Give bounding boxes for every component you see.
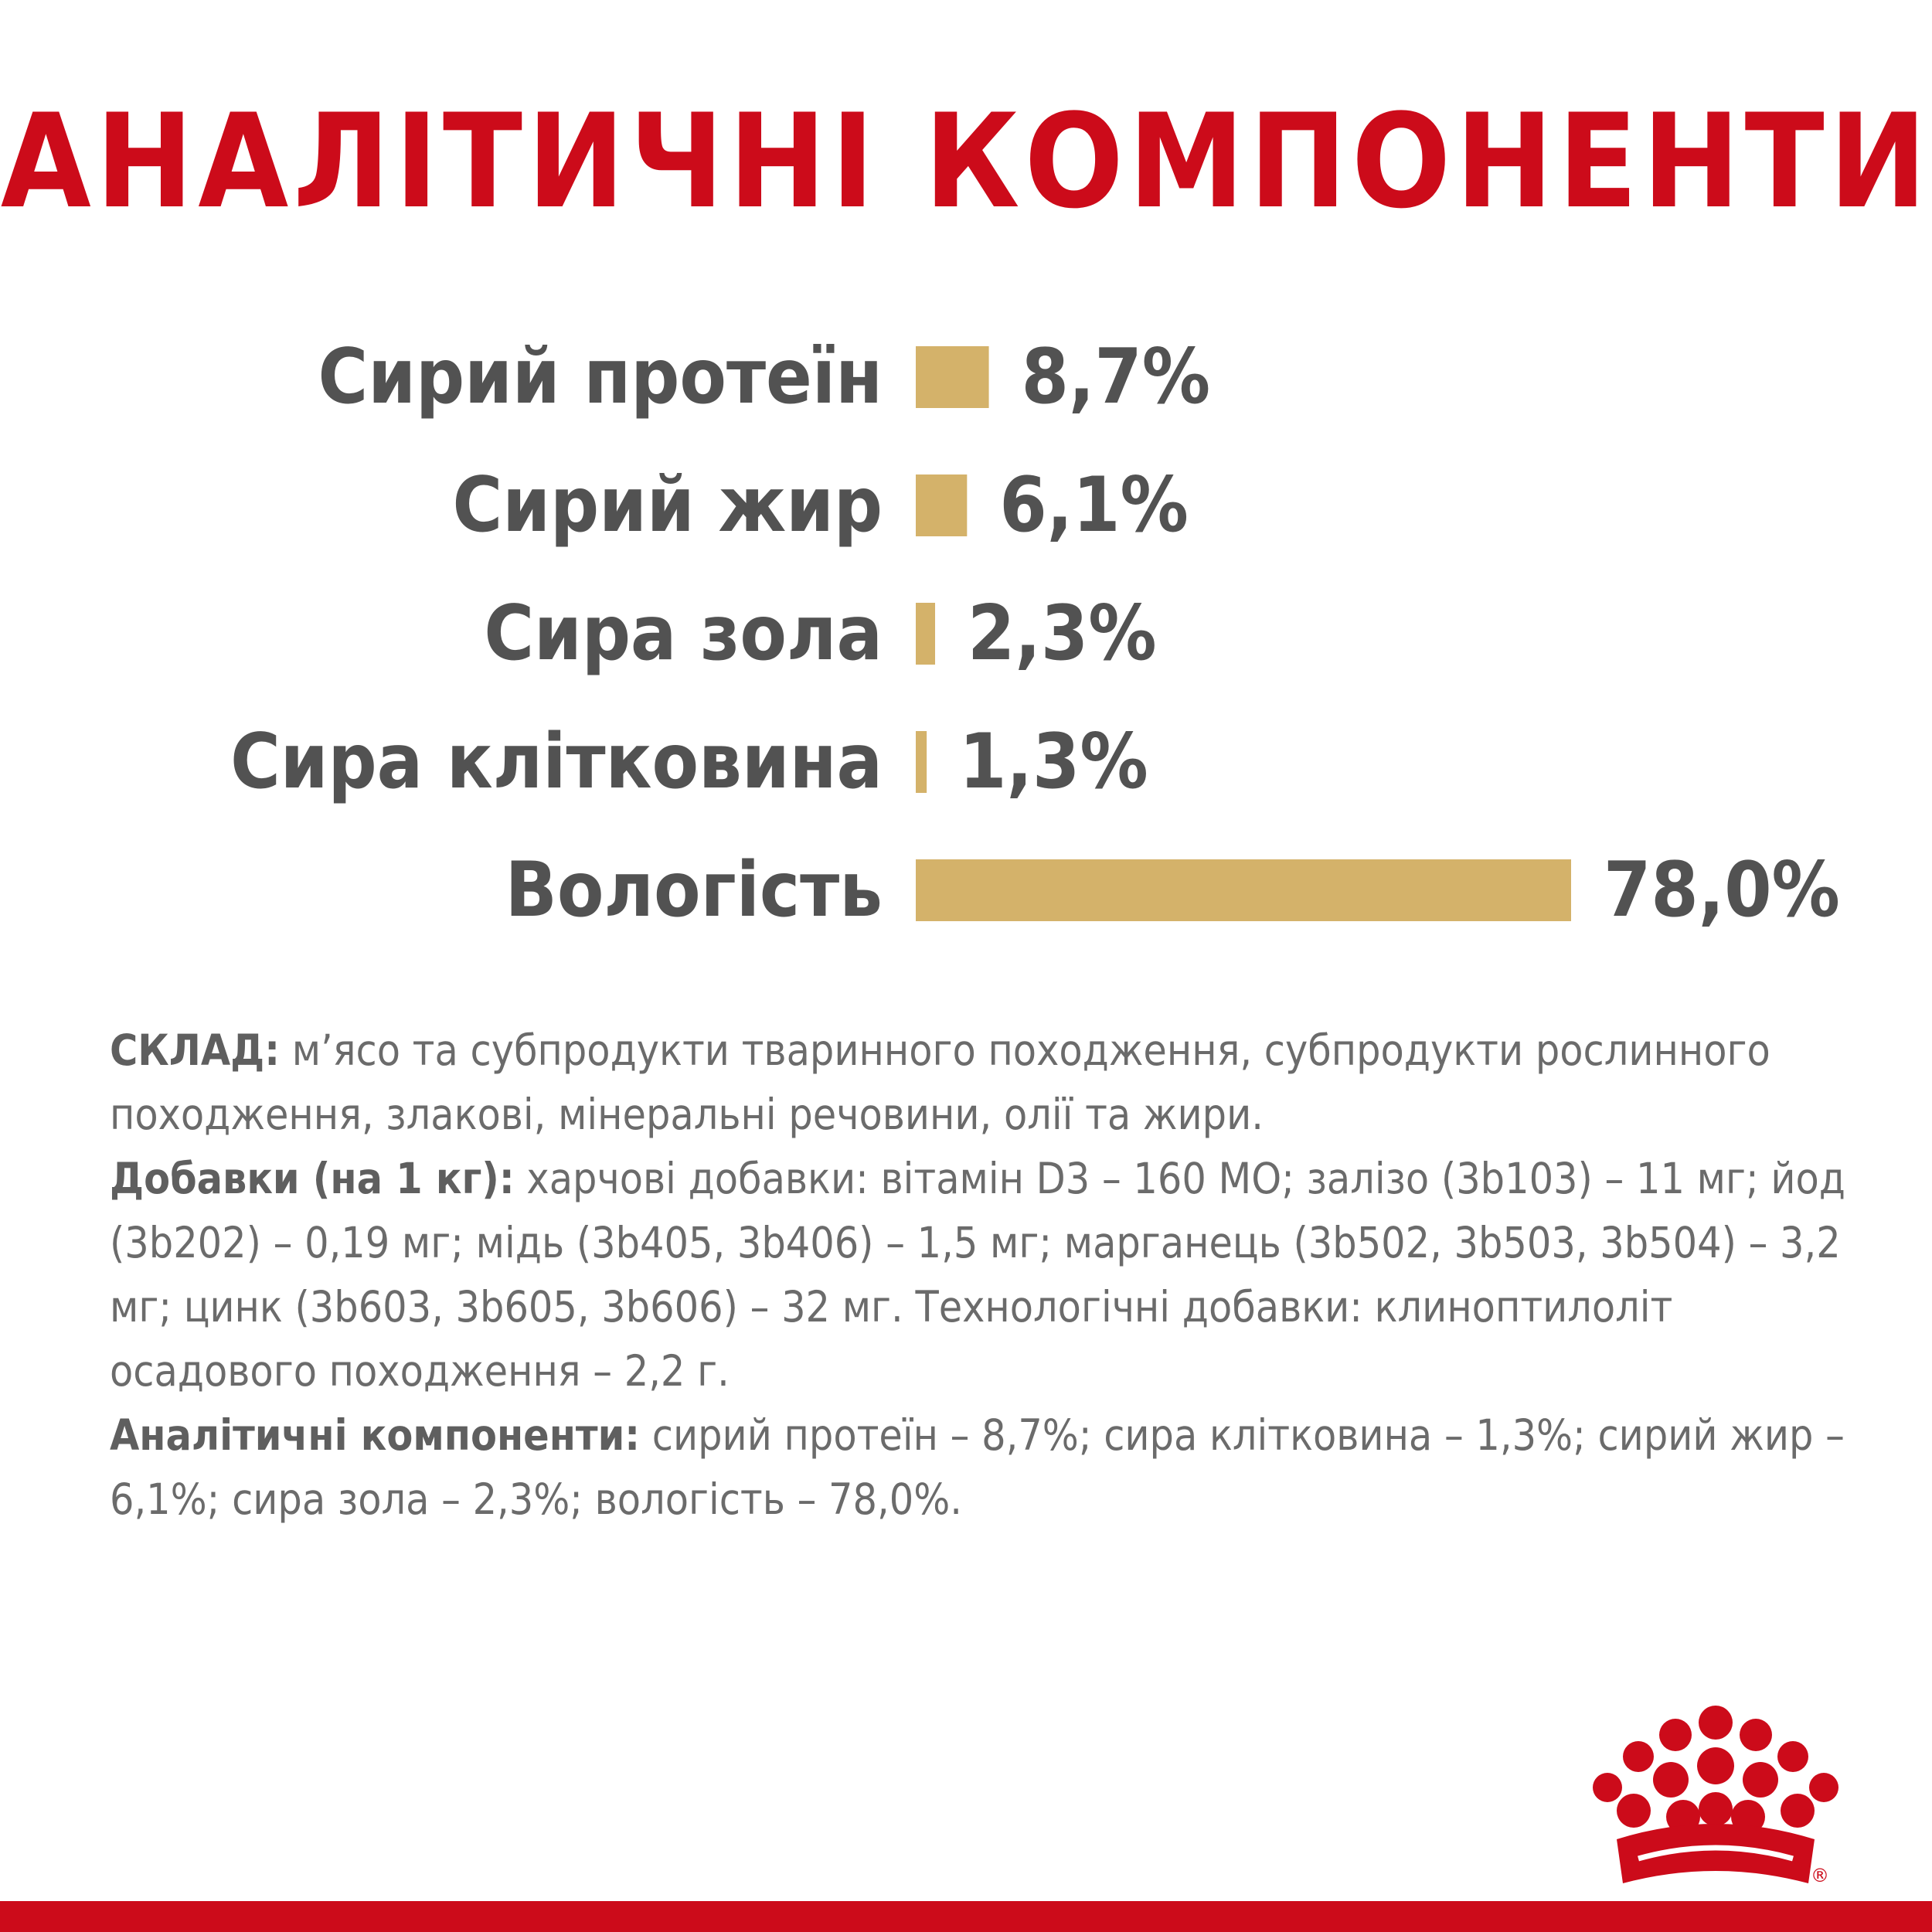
logo-dot bbox=[1697, 1747, 1734, 1784]
additives-label: Добавки (на 1 кг): bbox=[110, 1154, 515, 1203]
value-label: 2,3% bbox=[968, 590, 1157, 678]
logo-dot bbox=[1743, 1762, 1778, 1798]
bar bbox=[916, 603, 936, 665]
value-label: 1,3% bbox=[959, 718, 1148, 806]
logo-dot bbox=[1653, 1762, 1689, 1798]
bar bbox=[916, 346, 989, 408]
logo-dot bbox=[1781, 1794, 1815, 1828]
registered-mark: ® bbox=[1811, 1865, 1829, 1886]
category-label: Сирий протеїн bbox=[318, 333, 883, 421]
bar bbox=[916, 474, 968, 536]
category-label: Сирий жир bbox=[453, 461, 883, 549]
analytic-components-chart: Сирий протеїн 8,7% Сирий жир 6,1% Сира зола 2… bbox=[230, 333, 1840, 934]
category-label: Сира клітковина bbox=[230, 718, 883, 806]
logo-dot bbox=[1659, 1719, 1692, 1751]
additives-paragraph: Добавки (на 1 кг): харчові добавки: віта… bbox=[110, 1147, 1872, 1403]
crown-logo-icon: ® bbox=[1593, 1706, 1838, 1886]
category-label: Вологість bbox=[505, 846, 883, 934]
logo-crown-line bbox=[1638, 1845, 1794, 1862]
logo-dot bbox=[1617, 1794, 1651, 1828]
analytic-label: Аналітичні компоненти: bbox=[110, 1410, 641, 1460]
composition-paragraph: СКЛАД: м’ясо та субпродукти тваринного п… bbox=[110, 1019, 1872, 1147]
logo-dot bbox=[1777, 1741, 1808, 1772]
bar bbox=[916, 731, 927, 793]
logo-dot bbox=[1809, 1773, 1838, 1802]
additives-text: харчові добавки: вітамін D3 – 160 МО; за… bbox=[110, 1154, 1845, 1396]
logo-dot bbox=[1740, 1719, 1772, 1751]
value-label: 8,7% bbox=[1022, 333, 1211, 421]
analytic-paragraph: Аналітичні компоненти: сирий протеїн – 8… bbox=[110, 1403, 1872, 1532]
category-label: Сира зола bbox=[484, 590, 883, 678]
logo-dot bbox=[1699, 1792, 1733, 1826]
bar bbox=[916, 859, 1571, 921]
logo-dot bbox=[1699, 1706, 1733, 1740]
bottom-accent-bar bbox=[0, 1901, 1932, 1932]
composition-label: СКЛАД: bbox=[110, 1026, 280, 1075]
analytic-text: сирий протеїн – 8,7%; сира клітковина – … bbox=[110, 1410, 1845, 1524]
value-label: 6,1% bbox=[999, 461, 1189, 549]
composition-text: м’ясо та субпродукти тваринного походжен… bbox=[110, 1026, 1770, 1139]
composition-block: СКЛАД: м’ясо та субпродукти тваринного п… bbox=[110, 1019, 1872, 1532]
logo-crown-base bbox=[1617, 1824, 1815, 1883]
logo-dot bbox=[1593, 1773, 1622, 1802]
value-label: 78,0% bbox=[1604, 846, 1840, 934]
logo-dot bbox=[1623, 1741, 1654, 1772]
page-title: АНАЛІТИЧНІ КОМПОНЕНТИ bbox=[0, 86, 1932, 237]
